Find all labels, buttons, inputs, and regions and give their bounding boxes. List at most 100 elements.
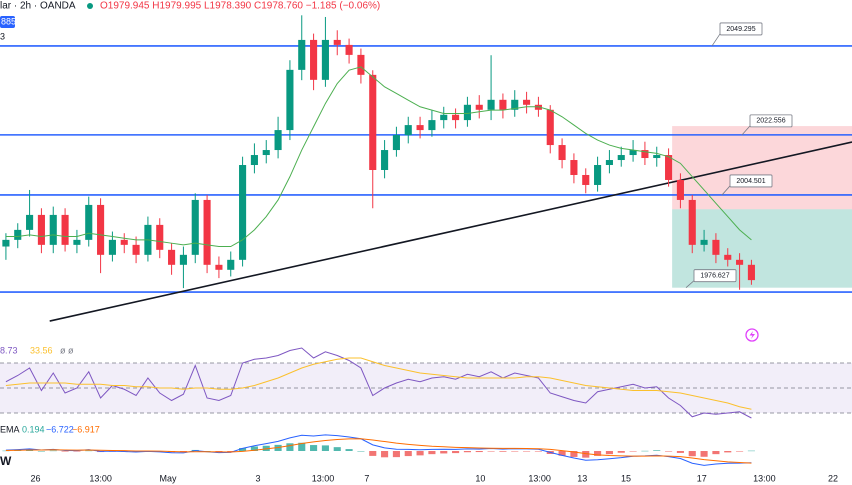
top-layer: lar · 2h · OANDA O1979.945 H1979.995 L19… (0, 1, 838, 483)
macd-histogram (132, 451, 140, 453)
candle-body (345, 44, 353, 55)
candle-body (440, 114, 448, 121)
candle-body (168, 249, 176, 265)
x-tick-label: 7 (364, 473, 369, 483)
candle-body (227, 259, 235, 270)
macd-legend: 0.194 (22, 424, 45, 434)
candle-body (61, 214, 69, 245)
x-tick-label: 3 (255, 473, 260, 483)
x-tick-label: 13:00 (312, 473, 335, 483)
market-status (87, 3, 93, 9)
candle-body (132, 244, 140, 255)
candle-body (594, 165, 602, 185)
rsi-legend: 33.56 (30, 345, 53, 355)
candle-body (475, 104, 483, 110)
macd-histogram (653, 450, 661, 451)
macd-histogram (534, 451, 542, 452)
candle-body (641, 150, 649, 159)
macd-histogram (26, 449, 34, 451)
macd-histogram (665, 451, 673, 452)
macd-histogram (558, 451, 566, 456)
macd-histogram (700, 451, 708, 457)
x-tick-label: 10 (475, 473, 485, 483)
callout-label: 2022.556 (756, 118, 785, 125)
candle-body (487, 99, 495, 110)
macd-histogram (712, 451, 720, 455)
macd-histogram (641, 450, 649, 452)
rsi-series (5, 357, 752, 410)
macd-histogram (676, 451, 684, 453)
macd-histogram (227, 451, 235, 452)
candle-body (712, 239, 720, 255)
macd-histogram (617, 451, 625, 453)
back-layer (0, 126, 852, 414)
callout-label: 2049.295 (726, 26, 755, 33)
candle-body (570, 160, 578, 175)
candle-body (239, 165, 247, 260)
badge: 885 (1, 16, 16, 26)
candle-body (724, 254, 732, 260)
candle-body (108, 239, 116, 255)
callout-leader (711, 33, 721, 47)
macd-histogram (392, 451, 400, 458)
candle-body (250, 155, 258, 166)
macd-histogram (452, 451, 460, 454)
macd-legend: EMA (0, 424, 20, 434)
macd-histogram (404, 451, 412, 457)
macd-histogram (357, 451, 365, 452)
candle-body (298, 39, 306, 70)
candle-body (665, 155, 673, 180)
macd-histogram (475, 451, 483, 453)
alert-icon[interactable] (745, 328, 759, 342)
candle-body (546, 109, 554, 146)
macd-histogram (582, 451, 590, 458)
candle-body (49, 214, 57, 245)
candle-body (416, 125, 424, 131)
macd-series (5, 434, 752, 466)
rsi-legend: ø ø (60, 345, 74, 355)
callout-label: 1976.627 (700, 273, 729, 280)
macd-histogram (250, 446, 258, 451)
macd-histogram (463, 451, 471, 453)
candle-body (688, 199, 696, 245)
macd-histogram (49, 450, 57, 452)
x-tick-label: 15 (621, 473, 631, 483)
macd-histogram (262, 445, 270, 451)
trendline (49, 141, 852, 322)
candle-body (617, 155, 625, 161)
candle-body (85, 204, 93, 240)
candle-body (73, 239, 81, 245)
candle-body (37, 214, 45, 245)
moving-average (5, 66, 752, 248)
x-tick-label: 13:00 (89, 473, 112, 483)
x-tick-label: 22 (828, 473, 838, 483)
macd-histogram (298, 442, 306, 451)
macd-histogram (499, 451, 507, 452)
symbol: lar · 2h · OANDA (0, 1, 76, 12)
stop-zone (672, 126, 852, 210)
rsi-series (5, 347, 752, 419)
macd-histogram (605, 451, 613, 455)
quote: O1979.945 H1979.995 L1978.390 C1978.760 … (100, 1, 380, 12)
macd-histogram (73, 451, 81, 452)
macd-histogram (724, 451, 732, 453)
x-tick-label: 13:00 (753, 473, 776, 483)
x-tick-label: 26 (30, 473, 40, 483)
macd-histogram (594, 451, 602, 456)
macd-histogram (381, 451, 389, 458)
candle-body (310, 39, 318, 80)
alert-bolt (749, 331, 755, 339)
candle-body (120, 239, 128, 245)
side-label: 3 (0, 31, 5, 41)
macd-histogram (369, 451, 377, 456)
candle-body (97, 204, 105, 255)
candle-body (203, 199, 211, 265)
macd-histogram (629, 451, 637, 452)
candle-body (736, 259, 744, 265)
x-tick-label: 13:00 (528, 473, 551, 483)
callout-box (749, 114, 793, 128)
macd-histogram (2, 450, 10, 452)
